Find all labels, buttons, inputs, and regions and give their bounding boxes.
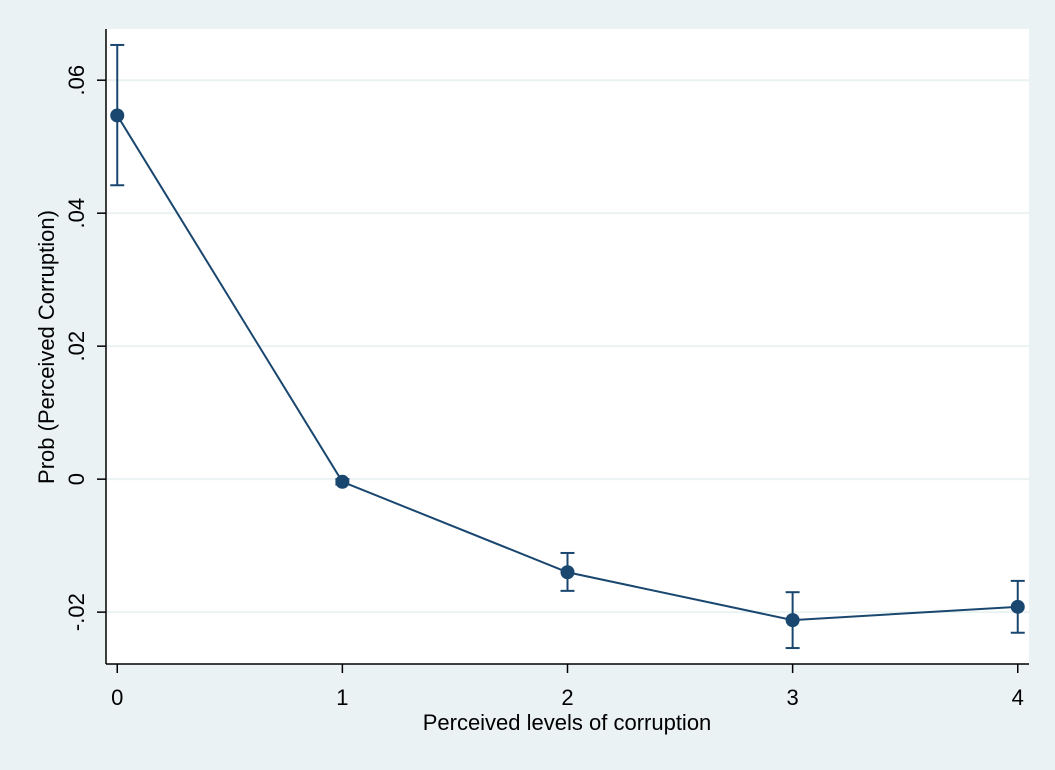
y-tick-label-2: .02 — [64, 331, 89, 362]
y-tick-label-1: 0 — [64, 473, 89, 485]
y-axis-label: Prob (Perceived Corruption) — [34, 210, 59, 484]
y-tick-label-3: .04 — [64, 198, 89, 229]
markers — [110, 108, 1025, 628]
data-point-1 — [335, 474, 350, 489]
grid-lines — [107, 79, 1029, 614]
x-tick-label-2: 2 — [561, 685, 573, 710]
x-tick-label-0: 0 — [111, 685, 123, 710]
data-point-4 — [1010, 599, 1025, 614]
y-tick-label-4: .06 — [64, 65, 89, 96]
x-tick-label-1: 1 — [336, 685, 348, 710]
data-point-3 — [785, 613, 800, 628]
data-point-0 — [110, 108, 125, 123]
data-point-2 — [560, 565, 575, 580]
y-tick-label-0: -.02 — [64, 593, 89, 631]
x-tick-label-3: 3 — [786, 685, 798, 710]
x-tick-label-4: 4 — [1012, 685, 1024, 710]
x-axis-label: Perceived levels of corruption — [423, 710, 712, 735]
y-ticks: -.02 0 .02 .04 .06 — [64, 65, 106, 631]
x-ticks: 0 1 2 3 4 — [111, 664, 1024, 710]
